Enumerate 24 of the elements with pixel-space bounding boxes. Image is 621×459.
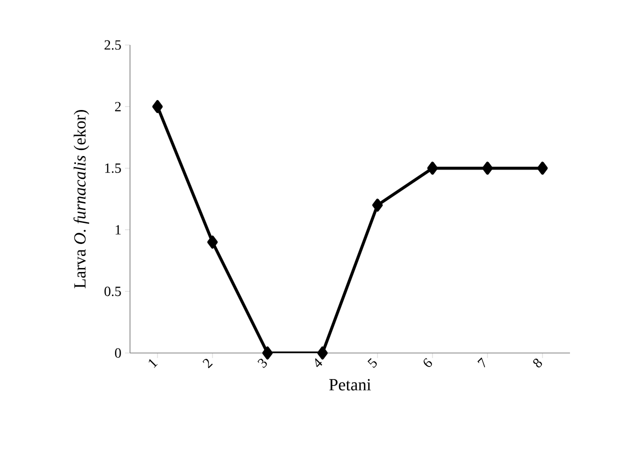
- y-tick-label: 0: [115, 348, 121, 358]
- y-tick-label: 1: [116, 225, 121, 234]
- point: [372, 198, 383, 212]
- x-tick-label: 8: [533, 358, 542, 368]
- x-tick-label: 3: [258, 358, 267, 368]
- x-axis-title: Petani: [329, 379, 371, 390]
- y-tick-label: 0.5: [104, 286, 121, 296]
- point: [537, 162, 548, 175]
- x-tick-label: 7: [477, 358, 486, 368]
- point: [152, 100, 163, 114]
- point: [317, 346, 328, 360]
- y-tick-label: 2.5: [104, 40, 121, 50]
- x-tick-label: 5: [368, 358, 377, 368]
- point: [482, 162, 493, 175]
- x-tick-label: 1: [148, 359, 158, 368]
- y-tick-label: 2: [115, 102, 121, 112]
- point: [207, 236, 218, 249]
- y-tick-label: 1.5: [105, 163, 121, 173]
- x-tick-label: 4: [315, 358, 322, 368]
- point: [427, 162, 438, 175]
- x-tick-label: 6: [424, 358, 432, 367]
- y-axis-title: Larva O. furnacalis (ekor): [74, 110, 90, 288]
- x-tick-label: 2: [202, 358, 213, 368]
- point: [262, 346, 273, 360]
